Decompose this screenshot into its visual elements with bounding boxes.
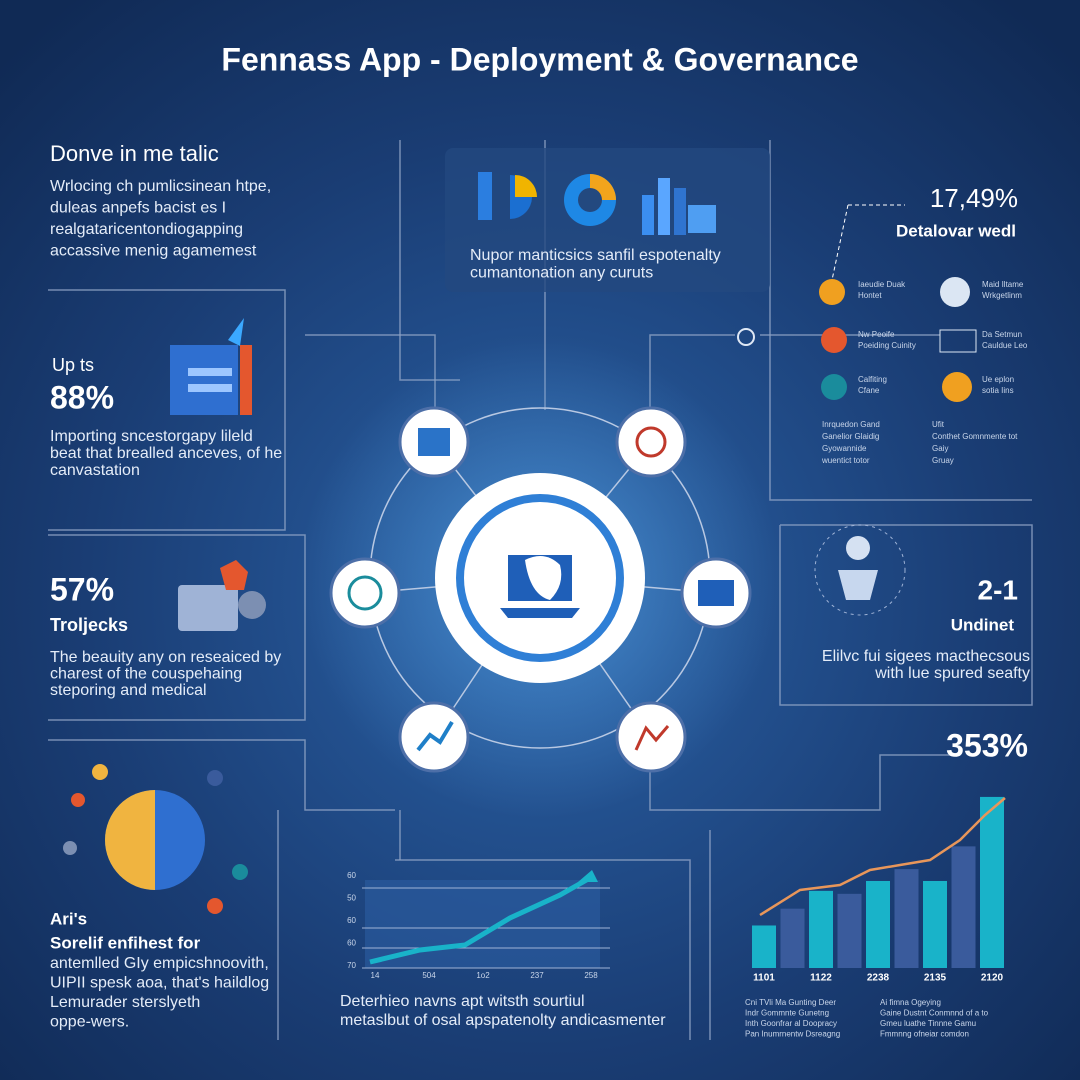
x-label: 2135 — [924, 973, 947, 984]
text-line: Gmeu luathe Tinnne Gamu — [880, 1019, 976, 1028]
text-line: 60 — [347, 916, 356, 925]
label: Ari's — [50, 909, 87, 928]
text-line: Ufit — [932, 420, 945, 429]
top-box-icons — [478, 172, 716, 235]
text-line: steporing and medical — [50, 682, 207, 699]
text-line: Inth Goonfrar al Doopracy — [745, 1019, 837, 1028]
member-role: Hontet — [858, 291, 882, 300]
text-line: accassive menig agamemest — [50, 243, 257, 260]
nodes — [329, 406, 752, 773]
x-label: 14 — [371, 971, 380, 980]
bar — [894, 869, 919, 968]
text-line: 60 — [347, 939, 356, 948]
text-line: Indr Gommnte Gunetng — [745, 1009, 829, 1018]
undinet-icon — [814, 524, 906, 616]
text-line: Ganelior Glaidig — [822, 432, 879, 441]
text-line: 60 — [347, 871, 356, 880]
stat: 88% — [50, 379, 114, 415]
text-line: 70 — [347, 961, 356, 970]
member-name: Maid Iltame — [982, 280, 1024, 289]
heading: Detalovar wedl — [896, 221, 1016, 240]
text-line: 50 — [347, 894, 356, 903]
text-line: Cni TVli Ma Gunting Deer — [745, 998, 836, 1007]
x-label: 2120 — [981, 973, 1004, 984]
text-line: Inrquedon Gand — [822, 420, 880, 429]
heading: Undinet — [951, 615, 1015, 634]
stat: 17,49% — [930, 183, 1018, 213]
x-label: 258 — [584, 971, 598, 980]
bar — [752, 925, 776, 968]
stat: 57% — [50, 571, 114, 607]
text-line: with lue spured seafty — [874, 665, 1030, 682]
text-line: Deterhieo navns apt witsth sourtiul — [340, 993, 585, 1010]
bar — [809, 890, 833, 968]
texts: Donve in me talic Wrlocing ch pumlicsinea… — [50, 141, 1030, 1039]
text-line: cumantonation any curuts — [470, 265, 653, 282]
text-line: Pan Inumrnentw Dsreagng — [745, 1030, 840, 1039]
text-line: Gaiy — [932, 444, 948, 453]
stat: 2-1 — [978, 574, 1018, 605]
member-role: Wrkgetlinm — [982, 291, 1022, 300]
text-line: UIPII spesk aoa, that's haildlog — [50, 975, 269, 992]
text-line: canvastation — [50, 462, 140, 479]
label: Up ts — [52, 355, 94, 375]
bar — [951, 846, 976, 968]
member-name: Nw Peoife — [858, 330, 895, 339]
member-name: Calfiting — [858, 375, 887, 384]
text-line: Ai fimna Ogeying — [880, 998, 941, 1007]
bar — [780, 908, 805, 968]
x-label: 1101 — [753, 973, 775, 984]
trend-chart — [362, 870, 610, 969]
label: Troljecks — [50, 615, 128, 635]
text-line: Lemurader sterslyeth — [50, 994, 200, 1011]
bar-chart: 1101 1122 2238 2135 2120 — [752, 796, 1004, 984]
heading: Donve in me talic — [50, 141, 219, 166]
text-line: Conthet Gomnmente tot — [932, 432, 1018, 441]
bar — [866, 880, 890, 968]
member-role: Cauldue Leo — [982, 341, 1028, 350]
trend-line — [759, 797, 1006, 917]
x-label: 2238 — [867, 973, 890, 984]
x-label: 237 — [530, 971, 544, 980]
text-line: charest of the couspehaing — [50, 666, 242, 683]
hub-icon — [500, 555, 580, 618]
text-line: Fmmnng ofneiar comdon — [880, 1030, 969, 1039]
member-name: Iaeudie Duak — [858, 280, 906, 289]
text-line: antemlled GIy empicshnoovith, — [50, 955, 269, 972]
text-line: Wrlocing ch pumlicsinean htpe, — [50, 178, 271, 195]
text-line: Gyowannide — [822, 444, 867, 453]
text-line: beat that brealled anceves, of he — [50, 445, 282, 462]
x-label: 1122 — [810, 973, 832, 984]
x-label: 1o2 — [476, 971, 490, 980]
left-icons — [63, 318, 266, 914]
text-line: Gaine Dustnt Conmnnd of a to — [880, 1009, 989, 1018]
member-role: Cfane — [858, 386, 880, 395]
text-line: wuentict totor — [821, 456, 870, 465]
text-line: duleas anpefs bacist es I — [50, 200, 226, 217]
member-role: sotia Iins — [982, 386, 1014, 395]
bar — [980, 796, 1004, 968]
text-line: metaslbut of osal apspatenolty andicasme… — [340, 1012, 666, 1029]
text-line: Nupor manticsics sanfil espotenalty — [470, 247, 721, 264]
member-name: Ue eplon — [982, 375, 1014, 384]
team-avatars — [819, 204, 977, 402]
bar — [923, 880, 947, 968]
text-line: oppe-wers. — [50, 1014, 129, 1031]
member-role: Poeiding Cuinity — [858, 341, 916, 350]
x-label: 504 — [422, 971, 436, 980]
heading: Sorelif enfihest for — [50, 933, 201, 952]
stat: 353% — [946, 727, 1028, 763]
text-line: The beauity any on reseaiced by — [50, 649, 281, 666]
title: Fennass App - Deployment & Governance — [221, 41, 858, 77]
text-line: realgataricentondiogapping — [50, 221, 243, 238]
text-line: Gruay — [932, 456, 954, 465]
text-line: Elilvc fui sigees macthecsous — [822, 648, 1030, 665]
member-name: Da Setmun — [982, 330, 1022, 339]
text-line: Importing sncestorgapy lileld — [50, 428, 253, 445]
bar — [837, 893, 862, 968]
